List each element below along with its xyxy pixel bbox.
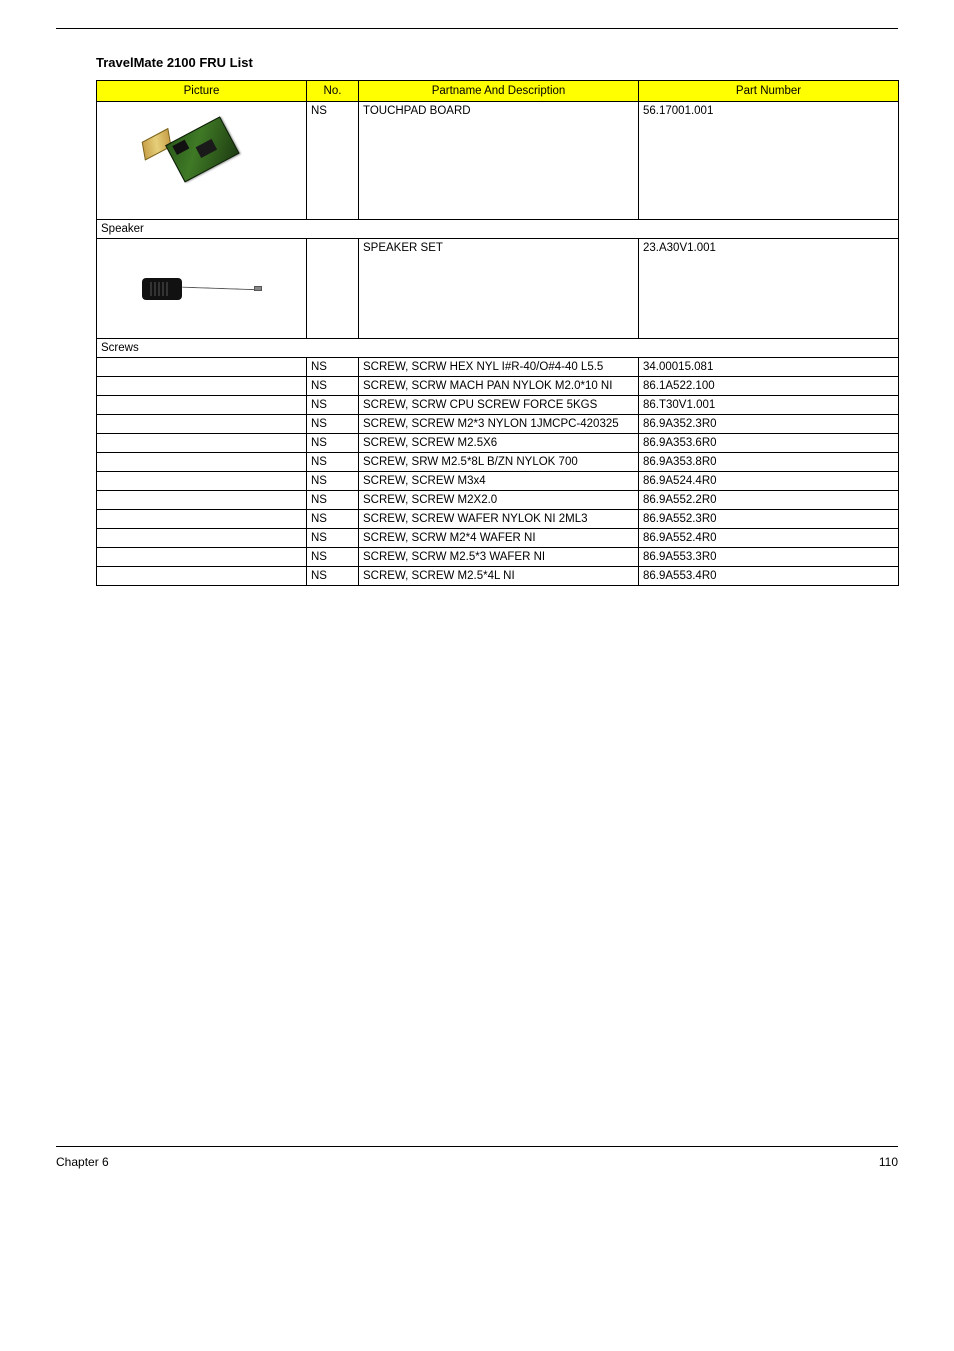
no-cell: NS — [307, 377, 359, 396]
part-cell: 86.9A553.4R0 — [639, 567, 899, 586]
page-footer: Chapter 6 110 — [56, 1146, 898, 1169]
desc-cell: SCREW, SCREW M3x4 — [359, 472, 639, 491]
picture-cell — [97, 358, 307, 377]
no-cell: NS — [307, 415, 359, 434]
footer-page-number: 110 — [879, 1155, 898, 1169]
no-cell: NS — [307, 567, 359, 586]
col-no: No. — [307, 81, 359, 102]
part-cell: 86.9A352.3R0 — [639, 415, 899, 434]
no-cell: NS — [307, 453, 359, 472]
part-cell: 34.00015.081 — [639, 358, 899, 377]
part-cell: 56.17001.001 — [639, 102, 899, 220]
page: TravelMate 2100 FRU List Picture No. Par… — [0, 0, 954, 586]
table-row: NS SCREW, SRW M2.5*8L B/ZN NYLOK 700 86.… — [97, 453, 899, 472]
desc-cell: SCREW, SCRW M2*4 WAFER NI — [359, 529, 639, 548]
picture-cell — [97, 472, 307, 491]
picture-cell — [97, 453, 307, 472]
section-row-speaker: Speaker — [97, 220, 899, 239]
table-row: NS SCREW, SCREW WAFER NYLOK NI 2ML3 86.9… — [97, 510, 899, 529]
picture-cell — [97, 510, 307, 529]
part-cell: 86.9A353.6R0 — [639, 434, 899, 453]
part-cell: 86.9A553.3R0 — [639, 548, 899, 567]
picture-cell — [97, 567, 307, 586]
picture-cell — [97, 434, 307, 453]
table-row: NS SCREW, SCRW HEX NYL I#R-40/O#4-40 L5.… — [97, 358, 899, 377]
part-cell: 86.T30V1.001 — [639, 396, 899, 415]
table-row: SPEAKER SET 23.A30V1.001 — [97, 239, 899, 339]
table-row: NS TOUCHPAD BOARD 56.17001.001 — [97, 102, 899, 220]
fru-list-title: TravelMate 2100 FRU List — [96, 55, 898, 70]
table-row: NS SCREW, SCRW MACH PAN NYLOK M2.0*10 NI… — [97, 377, 899, 396]
picture-cell — [97, 377, 307, 396]
table-row: NS SCREW, SCREW M2*3 NYLON 1JMCPC-420325… — [97, 415, 899, 434]
picture-cell — [97, 491, 307, 510]
picture-cell — [97, 239, 307, 339]
table-row: NS SCREW, SCREW M2.5*4L NI 86.9A553.4R0 — [97, 567, 899, 586]
part-cell: 86.1A522.100 — [639, 377, 899, 396]
no-cell: NS — [307, 548, 359, 567]
desc-cell: SCREW, SCREW M2.5X6 — [359, 434, 639, 453]
no-cell: NS — [307, 396, 359, 415]
desc-cell: SCREW, SCRW CPU SCREW FORCE 5KGS — [359, 396, 639, 415]
section-speaker: Speaker — [97, 220, 899, 239]
table-row: NS SCREW, SCREW M3x4 86.9A524.4R0 — [97, 472, 899, 491]
table-row: NS SCREW, SCRW M2.5*3 WAFER NI 86.9A553.… — [97, 548, 899, 567]
part-cell: 86.9A552.2R0 — [639, 491, 899, 510]
part-cell: 86.9A353.8R0 — [639, 453, 899, 472]
top-rule — [56, 28, 898, 29]
touchpad-board-icon — [141, 93, 262, 208]
desc-cell: TOUCHPAD BOARD — [359, 102, 639, 220]
part-cell: 23.A30V1.001 — [639, 239, 899, 339]
no-cell: NS — [307, 358, 359, 377]
col-desc: Partname And Description — [359, 81, 639, 102]
no-cell: NS — [307, 510, 359, 529]
no-cell: NS — [307, 529, 359, 548]
desc-cell: SPEAKER SET — [359, 239, 639, 339]
fru-table: Picture No. Partname And Description Par… — [96, 80, 899, 586]
table-row: NS SCREW, SCREW M2X2.0 86.9A552.2R0 — [97, 491, 899, 510]
section-screws: Screws — [97, 339, 899, 358]
col-part: Part Number — [639, 81, 899, 102]
desc-cell: SCREW, SCREW M2X2.0 — [359, 491, 639, 510]
picture-cell — [97, 415, 307, 434]
desc-cell: SCREW, SCRW HEX NYL I#R-40/O#4-40 L5.5 — [359, 358, 639, 377]
desc-cell: SCREW, SCREW WAFER NYLOK NI 2ML3 — [359, 510, 639, 529]
desc-cell: SCREW, SCREW M2.5*4L NI — [359, 567, 639, 586]
part-cell: 86.9A524.4R0 — [639, 472, 899, 491]
part-cell: 86.9A552.3R0 — [639, 510, 899, 529]
picture-cell — [97, 396, 307, 415]
picture-cell — [97, 529, 307, 548]
table-row: NS SCREW, SCRW M2*4 WAFER NI 86.9A552.4R… — [97, 529, 899, 548]
no-cell — [307, 239, 359, 339]
no-cell: NS — [307, 472, 359, 491]
desc-cell: SCREW, SRW M2.5*8L B/ZN NYLOK 700 — [359, 453, 639, 472]
col-picture: Picture — [97, 81, 307, 102]
part-cell: 86.9A552.4R0 — [639, 529, 899, 548]
no-cell: NS — [307, 434, 359, 453]
table-row: NS SCREW, SCRW CPU SCREW FORCE 5KGS 86.T… — [97, 396, 899, 415]
no-cell: NS — [307, 102, 359, 220]
picture-cell — [97, 102, 307, 220]
desc-cell: SCREW, SCREW M2*3 NYLON 1JMCPC-420325 — [359, 415, 639, 434]
no-cell: NS — [307, 491, 359, 510]
desc-cell: SCREW, SCRW M2.5*3 WAFER NI — [359, 548, 639, 567]
table-row: NS SCREW, SCREW M2.5X6 86.9A353.6R0 — [97, 434, 899, 453]
desc-cell: SCREW, SCRW MACH PAN NYLOK M2.0*10 NI — [359, 377, 639, 396]
picture-cell — [97, 548, 307, 567]
speaker-set-icon — [142, 268, 262, 308]
section-row-screws: Screws — [97, 339, 899, 358]
footer-chapter: Chapter 6 — [56, 1155, 109, 1169]
